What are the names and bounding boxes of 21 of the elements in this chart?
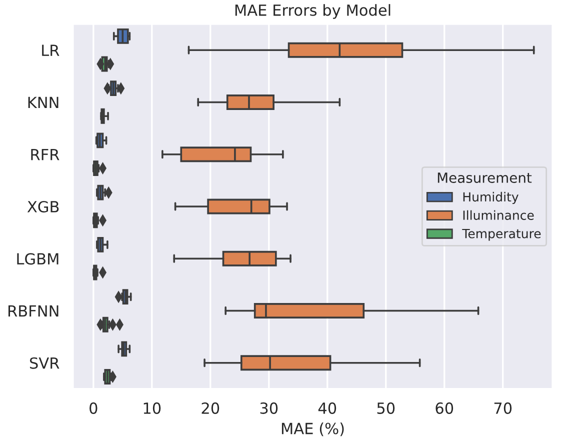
x-tick-label: 10 <box>144 402 161 414</box>
legend-label: Humidity <box>463 192 518 204</box>
x-tick-label: 70 <box>494 402 512 414</box>
y-tick-label: XGB <box>27 200 59 213</box>
x-tick-label: 0 <box>90 402 98 414</box>
x-tick-label: 20 <box>202 402 220 414</box>
y-tick-label: LGBM <box>17 253 58 265</box>
y-tick-label: LR <box>42 44 60 56</box>
y-tick-label: RBFNN <box>8 305 58 317</box>
x-tick-label: 60 <box>436 402 454 414</box>
chart-title: MAE Errors by Model <box>235 4 390 19</box>
y-tick-label: KNN <box>28 96 58 108</box>
x-tick-label: 40 <box>318 402 336 414</box>
x-tick-label: 30 <box>260 402 278 414</box>
y-tick-label: SVR <box>30 357 60 369</box>
legend-title: Measurement <box>438 172 532 183</box>
x-tick-label: 50 <box>377 402 395 414</box>
y-tick-label: RFR <box>31 149 60 160</box>
x-axis-title: MAE (%) <box>282 422 344 436</box>
legend-label: Illuminance <box>463 210 534 220</box>
legend-label: Temperature <box>462 229 541 241</box>
